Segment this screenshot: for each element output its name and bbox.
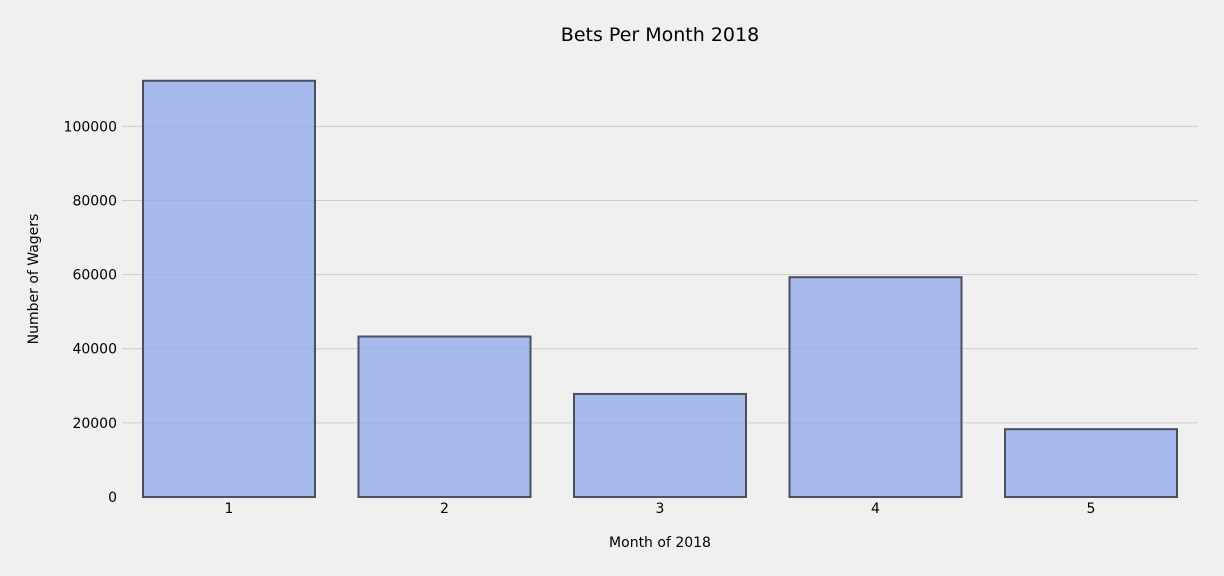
y-axis-ticks: 0 20000 40000 60000 80000 100000 <box>64 119 117 506</box>
x-tick-label: 5 <box>1087 501 1096 517</box>
x-axis-ticks: 1 2 3 4 5 <box>225 501 1096 517</box>
chart-title: Bets Per Month 2018 <box>561 24 759 46</box>
x-axis-label: Month of 2018 <box>609 535 711 551</box>
y-tick-label: 100000 <box>64 119 117 135</box>
bar-3 <box>573 392 747 498</box>
x-tick-label: 3 <box>656 501 665 517</box>
bar-2 <box>357 335 532 498</box>
x-tick-label: 2 <box>440 501 449 517</box>
bars <box>142 79 1178 499</box>
y-axis-label: Number of Wagers <box>26 214 42 345</box>
y-tick-label: 40000 <box>72 342 117 358</box>
x-tick-label: 4 <box>871 501 880 517</box>
y-tick-label: 80000 <box>72 193 117 209</box>
y-tick-label: 0 <box>108 490 117 506</box>
x-tick-label: 1 <box>225 501 234 517</box>
bar-5 <box>1004 428 1178 498</box>
bar-1 <box>142 79 316 499</box>
y-tick-label: 20000 <box>72 416 117 432</box>
y-tick-label: 60000 <box>72 268 117 284</box>
bar-4 <box>788 276 963 499</box>
